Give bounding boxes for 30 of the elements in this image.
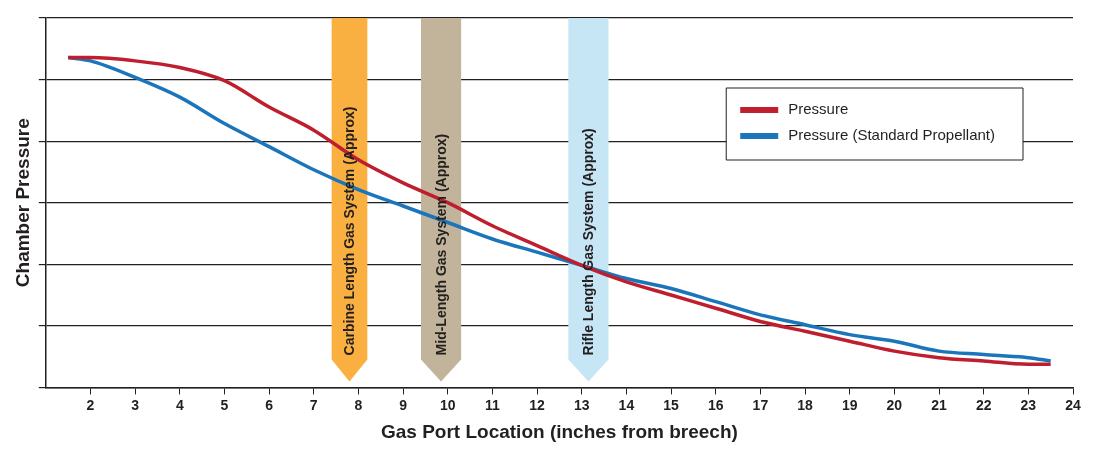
x-tick-label: 12 bbox=[529, 396, 546, 413]
x-tick-label: 2 bbox=[86, 396, 95, 413]
x-tick-label: 3 bbox=[131, 396, 140, 413]
x-tick-label: 22 bbox=[975, 396, 992, 413]
x-tick-label: 11 bbox=[485, 396, 501, 413]
band-label: Carbine Length Gas System (Approx) bbox=[341, 106, 358, 356]
band-label: Rifle Length Gas System (Approx) bbox=[580, 128, 597, 356]
x-tick-label: 14 bbox=[618, 396, 635, 413]
x-tick-label: 15 bbox=[663, 396, 680, 413]
x-tick-label: 13 bbox=[573, 396, 590, 413]
x-tick-label: 9 bbox=[399, 396, 408, 413]
x-tick-label: 17 bbox=[752, 396, 769, 413]
x-tick-label: 18 bbox=[797, 396, 814, 413]
x-tick-label: 7 bbox=[309, 396, 318, 413]
legend-label: Pressure (Standard Propellant) bbox=[788, 126, 996, 144]
x-tick-label: 8 bbox=[354, 396, 363, 413]
legend-label: Pressure bbox=[788, 100, 849, 118]
x-axis-title: Gas Port Location (inches from breech) bbox=[380, 420, 738, 442]
x-tick-label: 6 bbox=[265, 396, 274, 413]
x-tick-label: 20 bbox=[886, 396, 903, 413]
x-tick-label: 16 bbox=[707, 396, 724, 413]
x-tick-label: 10 bbox=[439, 396, 456, 413]
x-tick-label: 21 bbox=[931, 396, 948, 413]
x-tick-label: 4 bbox=[175, 396, 184, 413]
band-label: Mid-Length Gas System (Approx) bbox=[432, 133, 449, 356]
x-tick-label: 5 bbox=[220, 396, 229, 413]
x-tick-label: 24 bbox=[1065, 396, 1081, 413]
x-tick-label: 19 bbox=[841, 396, 858, 413]
x-tick-label: 23 bbox=[1020, 396, 1037, 413]
y-axis-title: Chamber Pressure bbox=[11, 118, 33, 288]
